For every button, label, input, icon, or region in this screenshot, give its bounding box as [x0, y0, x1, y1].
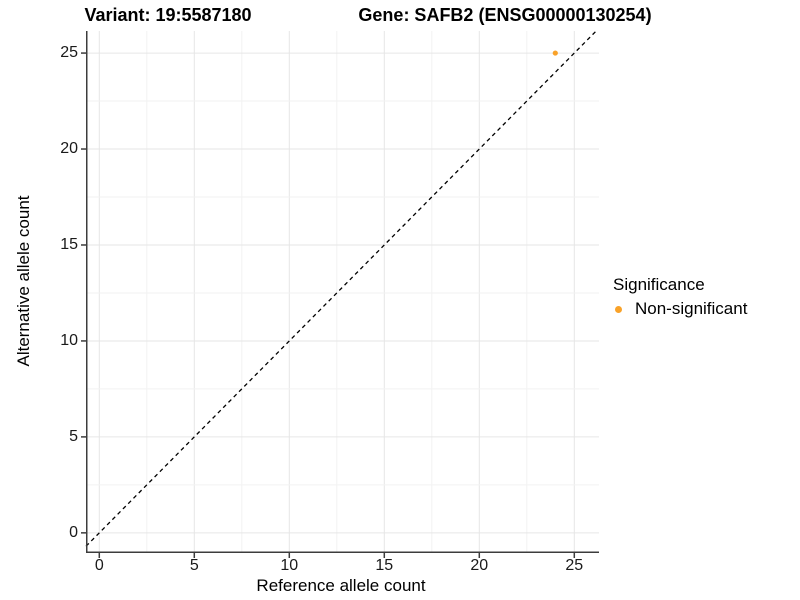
x-tick-label: 0 [94, 557, 104, 574]
gene-title: Gene: SAFB2 (ENSG00000130254) [358, 5, 652, 25]
x-tick-label: 25 [565, 557, 584, 574]
y-tick-label: 25 [60, 44, 78, 62]
legend-item: Non-significant [612, 299, 747, 319]
data-point [552, 50, 558, 56]
x-tick-label: 10 [280, 557, 299, 574]
legend-item-label: Non-significant [635, 299, 748, 318]
y-axis-title: Alternative allele count [14, 195, 33, 367]
x-axis-title: Reference allele count [256, 576, 426, 595]
y-tick-label: 10 [60, 331, 78, 349]
y-tick-label: 15 [60, 235, 78, 253]
variant-title: Variant: 19:5587180 [84, 5, 252, 25]
x-tick-label: 5 [189, 557, 199, 574]
plot-panel [81, 30, 599, 558]
chart-canvas [81, 30, 599, 558]
y-tick-label: 0 [69, 523, 78, 541]
legend-title: Significance [613, 275, 705, 294]
y-tick-label: 5 [69, 427, 78, 445]
identity-line [85, 30, 597, 547]
y-tick-label: 20 [60, 140, 78, 158]
x-tick-label: 15 [375, 557, 394, 574]
legend-point-swatch-icon [615, 305, 622, 313]
x-tick-label: 20 [470, 557, 489, 574]
legend: Significance Non-significant [612, 275, 747, 319]
